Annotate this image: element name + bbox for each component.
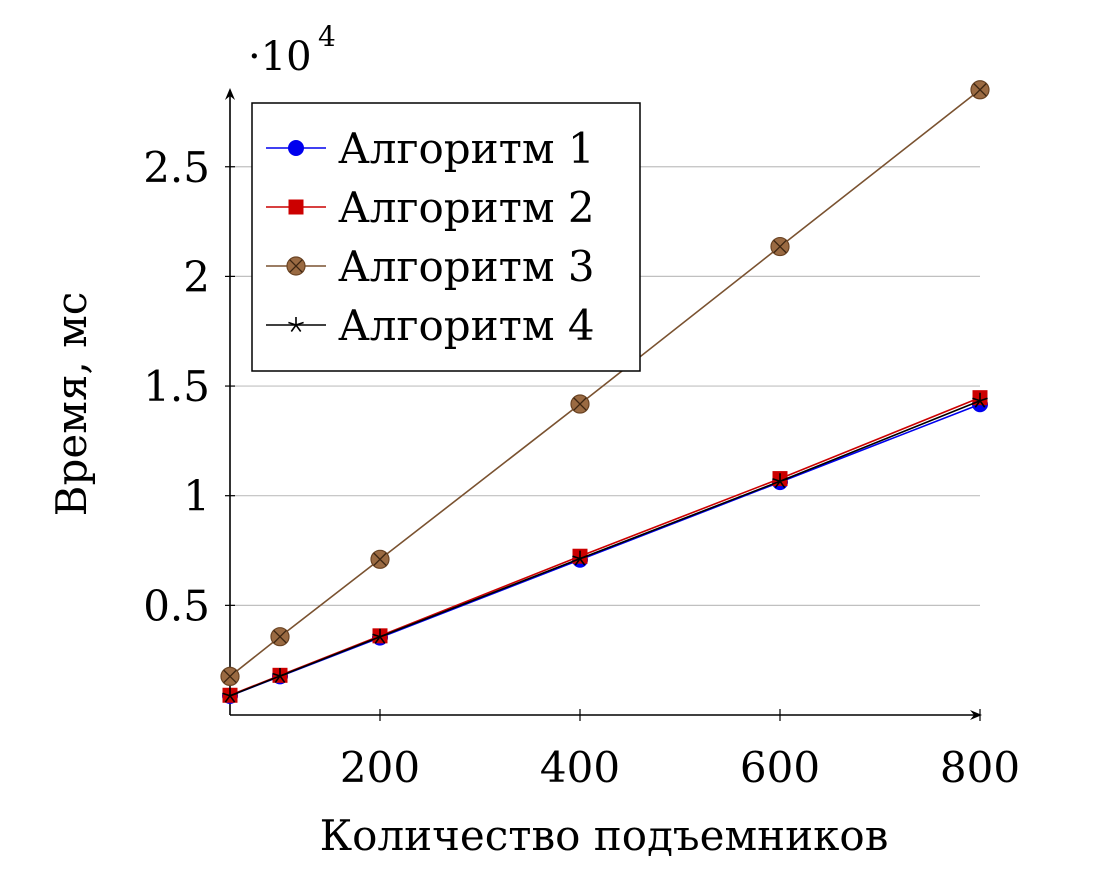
- y-axis-arrow: [225, 88, 235, 100]
- series-1: [222, 396, 988, 704]
- x-tick-label: 400: [540, 743, 620, 792]
- y-tick-label: 1.5: [143, 362, 210, 411]
- x-axis-label: Количество подъемников: [320, 811, 889, 860]
- data-point: [970, 80, 990, 100]
- legend-item: Алгоритм 3: [266, 242, 595, 291]
- x-tick-label: 800: [940, 743, 1020, 792]
- data-point: [572, 550, 588, 566]
- series-line: [229, 400, 981, 697]
- series-3: [220, 80, 990, 687]
- legend-item: Алгоритм 1: [266, 124, 595, 173]
- legend: Алгоритм 1 Алгоритм 2 Алгоритм 3 Алгоритм 4: [251, 102, 641, 372]
- data-point: [772, 473, 788, 489]
- y-tick-label: 0.5: [143, 581, 210, 630]
- data-point: [570, 394, 590, 414]
- marker-cross: [373, 552, 387, 567]
- legend-item: Алгоритм 2: [266, 183, 595, 232]
- marker-cross: [273, 629, 287, 644]
- y-tick-label: 2: [183, 252, 210, 301]
- series-line: [229, 89, 981, 678]
- marker-cross: [973, 83, 987, 97]
- marker-cross: [773, 239, 787, 254]
- legend-marker: [288, 317, 304, 332]
- y-axis-label: Время, мс: [47, 292, 96, 517]
- y-scale-base: ·10: [248, 34, 312, 80]
- legend-marker: [288, 199, 304, 215]
- legend-item: Алгоритм 4: [266, 301, 595, 350]
- series-2: [222, 390, 988, 703]
- marker-cross: [573, 397, 587, 411]
- axes: [225, 88, 982, 721]
- data-point: [770, 236, 790, 257]
- legend-label: Алгоритм 4: [338, 301, 595, 350]
- x-tick-label: 200: [340, 743, 420, 792]
- series-lines: [220, 80, 990, 704]
- y-scale-exponent: 4: [318, 20, 336, 53]
- tick-labels: 0.5 1 1.5 2 2.5 200 400 600 800: [143, 143, 1020, 792]
- data-point: [270, 627, 290, 647]
- marker-cross: [289, 259, 303, 273]
- y-scale-factor: ·10 4: [248, 20, 336, 80]
- data-point: [972, 392, 988, 408]
- data-point: [370, 549, 390, 569]
- legend-label: Алгоритм 2: [338, 183, 595, 232]
- data-point: [220, 666, 240, 687]
- y-tick-label: 2.5: [143, 143, 210, 192]
- x-axis-arrow: [970, 710, 982, 720]
- x-tick-label: 600: [740, 743, 820, 792]
- y-tick-label: 1: [183, 472, 210, 521]
- legend-label: Алгоритм 3: [338, 242, 595, 291]
- data-point: [372, 628, 388, 644]
- series-4: [222, 392, 988, 703]
- legend-label: Алгоритм 1: [338, 124, 595, 173]
- data-point: [272, 667, 288, 683]
- legend-marker: [286, 256, 306, 276]
- data-point: [222, 687, 238, 703]
- marker-cross: [223, 669, 237, 684]
- legend-marker: [288, 140, 304, 156]
